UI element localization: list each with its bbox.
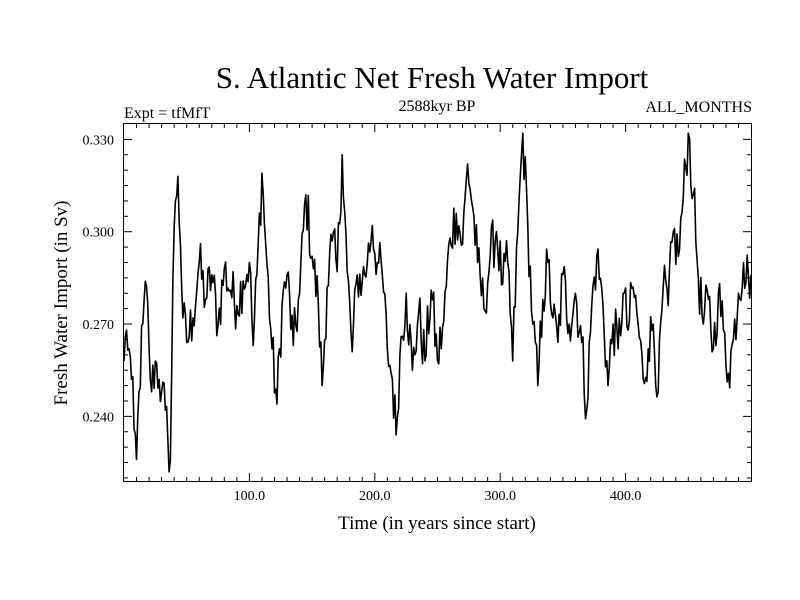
x-tick-label: 100.0 [234,489,266,504]
plot-frame [123,123,752,482]
series-line [123,132,752,473]
y-tick-label: 0.270 [83,318,115,333]
data-layer [123,132,752,473]
y-tick-label: 0.330 [83,133,115,148]
x-axis-ticks: 100.0 200.0 300.0 400.0 [136,124,739,504]
y-tick-label: 0.240 [83,410,115,425]
x-axis-label: Time (in years since start) [338,513,536,534]
y-axis-label: Fresh Water Import (in Sv) [51,201,72,406]
chart-title: S. Atlantic Net Fresh Water Import [216,60,649,95]
y-axis-ticks: 0.240 0.270 0.300 0.330 [83,133,751,479]
months-label: ALL_MONTHS [645,99,752,116]
x-tick-label: 400.0 [610,489,642,504]
experiment-label: Expt = tfMfT [124,105,211,122]
x-tick-label: 300.0 [484,489,516,504]
y-tick-label: 0.300 [83,226,115,241]
period-label: 2588kyr BP [399,98,476,115]
x-tick-label: 200.0 [359,489,391,504]
